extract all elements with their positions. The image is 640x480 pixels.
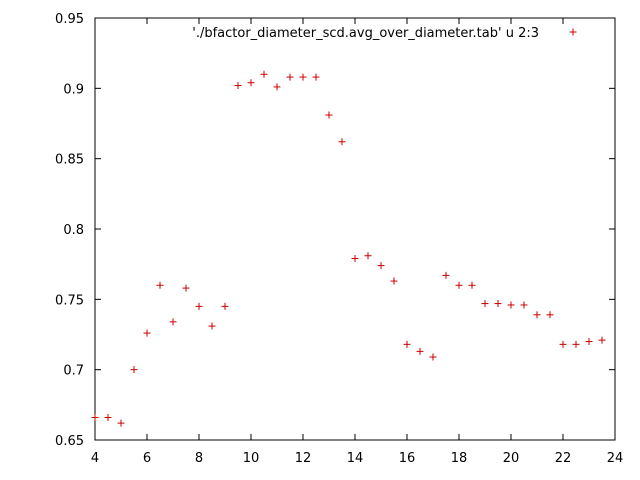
data-point — [299, 73, 307, 81]
data-point — [325, 111, 333, 119]
data-point — [520, 301, 528, 309]
x-tick-label: 10 — [243, 451, 260, 466]
data-point — [442, 271, 450, 279]
data-point — [403, 340, 411, 348]
data-point — [260, 70, 268, 78]
data-point — [130, 366, 138, 374]
y-tick-label: 0.75 — [55, 293, 84, 308]
x-axis: 4 6 8 10 12 14 16 18 20 22 24 — [91, 18, 623, 466]
legend-marker-plus — [569, 28, 577, 36]
data-point — [507, 301, 515, 309]
x-tick-label: 20 — [503, 451, 520, 466]
data-point — [533, 311, 541, 319]
x-tick-label: 16 — [399, 451, 416, 466]
data-point — [598, 336, 606, 344]
x-tick-label: 14 — [347, 451, 364, 466]
data-point — [312, 73, 320, 81]
x-tick-label: 18 — [451, 451, 468, 466]
y-tick-label: 0.65 — [55, 434, 84, 449]
y-tick-label: 0.95 — [55, 12, 84, 27]
y-tick-label: 0.9 — [63, 82, 84, 97]
data-point — [104, 413, 112, 421]
legend-label: './bfactor_diameter_scd.avg_over_diamete… — [192, 26, 539, 41]
data-point — [182, 284, 190, 292]
data-point — [351, 255, 359, 263]
plot-frame — [94, 17, 616, 441]
data-point — [585, 338, 593, 346]
data-point — [247, 79, 255, 87]
data-point — [156, 281, 164, 289]
data-point — [117, 419, 125, 427]
data-points — [91, 70, 606, 427]
data-point — [390, 277, 398, 285]
data-point — [286, 73, 294, 81]
data-point — [364, 252, 372, 260]
data-point — [494, 300, 502, 308]
data-point — [195, 302, 203, 310]
data-point — [208, 322, 216, 330]
data-point — [143, 329, 151, 337]
data-point — [273, 83, 281, 91]
data-point — [377, 262, 385, 270]
x-tick-label: 8 — [195, 451, 203, 466]
x-tick-label: 12 — [295, 451, 312, 466]
legend: './bfactor_diameter_scd.avg_over_diamete… — [192, 26, 577, 41]
data-point — [481, 300, 489, 308]
x-tick-label: 6 — [143, 451, 151, 466]
legend-marker — [569, 28, 577, 36]
data-point — [91, 413, 99, 421]
x-tick-label: 24 — [607, 451, 624, 466]
y-tick-label: 0.8 — [63, 223, 84, 238]
data-point — [416, 347, 424, 355]
y-axis: 0.65 0.7 0.75 0.8 0.85 0.9 0.95 — [55, 12, 615, 449]
data-point — [234, 82, 242, 90]
data-point — [338, 138, 346, 146]
data-point — [429, 353, 437, 361]
data-point — [559, 340, 567, 348]
data-point — [468, 281, 476, 289]
data-point — [572, 340, 580, 348]
x-tick-label: 22 — [555, 451, 572, 466]
data-point — [221, 302, 229, 310]
x-tick-label: 4 — [91, 451, 99, 466]
y-tick-label: 0.7 — [63, 364, 84, 379]
data-point — [455, 281, 463, 289]
data-point — [169, 318, 177, 326]
y-tick-label: 0.85 — [55, 153, 84, 168]
data-point — [546, 311, 554, 319]
